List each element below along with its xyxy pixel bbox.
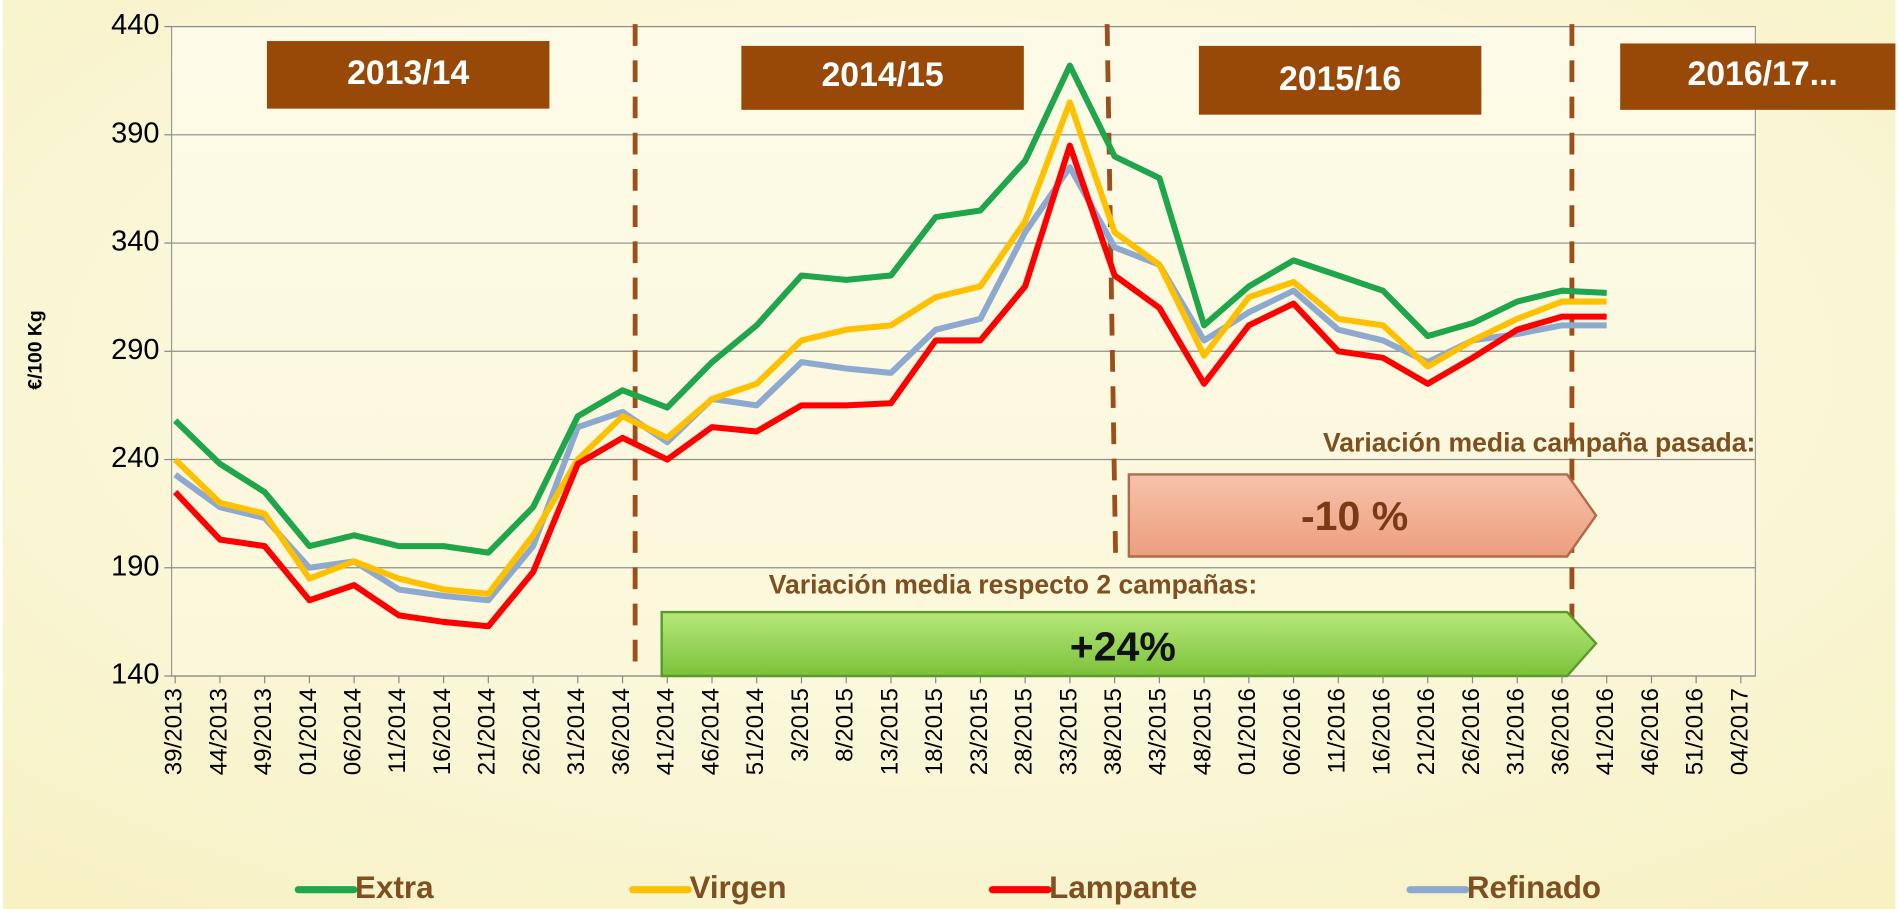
x-tick-label: 46/2016 bbox=[1637, 688, 1664, 775]
x-tick-label: 31/2016 bbox=[1503, 688, 1530, 775]
x-tick-label: 51/2014 bbox=[742, 688, 769, 775]
arrow bbox=[660, 610, 1598, 678]
annotation: Variación media respecto 2 campañas: bbox=[769, 570, 1257, 600]
season-boxes: 2013/14 2014/15 2015/16 2016/17... bbox=[266, 41, 1896, 115]
x-tick-label: 11/2016 bbox=[1324, 688, 1351, 773]
arrow bbox=[1127, 473, 1598, 558]
x-tick-label: 48/2015 bbox=[1189, 688, 1216, 775]
season-box bbox=[266, 41, 550, 109]
season-label: 2015/16 bbox=[1279, 60, 1401, 98]
x-tick-label: 26/2014 bbox=[518, 688, 545, 775]
x-tick-label: 8/2015 bbox=[832, 688, 859, 762]
season-dividers bbox=[632, 24, 1575, 677]
x-tick-label: 21/2014 bbox=[474, 688, 501, 775]
x-tick-label: 21/2016 bbox=[1413, 688, 1440, 775]
series-line bbox=[173, 164, 1607, 604]
x-tick-label: 3/2015 bbox=[787, 688, 814, 762]
y-axis-label: €/100 Kg bbox=[25, 310, 46, 389]
x-tick-label: 06/2016 bbox=[1279, 688, 1306, 775]
season-label: 2013/14 bbox=[347, 54, 469, 92]
annotation: +24% bbox=[1070, 623, 1176, 669]
legend-label: Extra bbox=[355, 870, 434, 905]
annotation: -10 % bbox=[1301, 493, 1408, 539]
x-tick-label: 51/2016 bbox=[1682, 688, 1709, 775]
season-box bbox=[1198, 45, 1482, 115]
x-tick-label: 13/2015 bbox=[876, 688, 903, 775]
x-tick-label: 31/2014 bbox=[563, 688, 590, 775]
x-tick-label: 46/2014 bbox=[697, 688, 724, 775]
x-tick-label: 36/2014 bbox=[608, 688, 635, 775]
legend-label: Lampante bbox=[1049, 870, 1197, 905]
x-tick-label: 11/2014 bbox=[384, 688, 411, 773]
x-tick-label: 23/2015 bbox=[966, 688, 993, 775]
x-tick-label: 01/2014 bbox=[295, 688, 322, 775]
x-tick-label: 44/2013 bbox=[205, 688, 232, 775]
x-tick-label: 06/2014 bbox=[340, 688, 367, 775]
x-tick-label: 36/2016 bbox=[1547, 688, 1574, 775]
y-tick-label: 290 bbox=[111, 334, 159, 366]
legend-label: Refinado bbox=[1467, 870, 1601, 905]
x-tick-label: 04/2017 bbox=[1726, 688, 1753, 775]
x-tick-label: 16/2016 bbox=[1368, 688, 1395, 775]
x-tick-label: 49/2013 bbox=[250, 688, 277, 775]
series-line bbox=[173, 142, 1607, 630]
season-box bbox=[1620, 43, 1896, 110]
y-tick-label: 440 bbox=[111, 9, 159, 41]
divider bbox=[1104, 24, 1119, 556]
y-tick-label: 240 bbox=[111, 442, 159, 474]
season-label: 2014/15 bbox=[822, 56, 944, 94]
y-tick-label: 190 bbox=[111, 550, 159, 582]
y-tick-label: 140 bbox=[111, 659, 159, 691]
y-tick-label: 390 bbox=[111, 117, 159, 149]
x-tick-label: 39/2013 bbox=[161, 688, 188, 775]
x-tick-label: 38/2015 bbox=[1100, 688, 1127, 775]
x-tick-label: 41/2016 bbox=[1592, 688, 1619, 775]
x-tick-label: 28/2015 bbox=[1011, 688, 1038, 775]
x-tick-label: 01/2016 bbox=[1234, 688, 1261, 775]
y-tick-label: 340 bbox=[111, 226, 159, 258]
x-tick-label: 16/2014 bbox=[429, 688, 456, 775]
x-tick-label: 33/2015 bbox=[1055, 688, 1082, 775]
annotation: Variación media campaña pasada: bbox=[1323, 427, 1755, 457]
x-tick-label: 18/2015 bbox=[921, 688, 948, 775]
x-tick-label: 41/2014 bbox=[653, 688, 680, 775]
legend-label: Virgen bbox=[689, 870, 786, 905]
season-label: 2016/17... bbox=[1687, 55, 1837, 93]
series-line bbox=[173, 99, 1607, 597]
x-tick-label: 26/2016 bbox=[1458, 688, 1485, 775]
x-tick-label: 43/2015 bbox=[1145, 688, 1172, 775]
series-line bbox=[173, 62, 1607, 556]
season-box bbox=[741, 45, 1024, 110]
